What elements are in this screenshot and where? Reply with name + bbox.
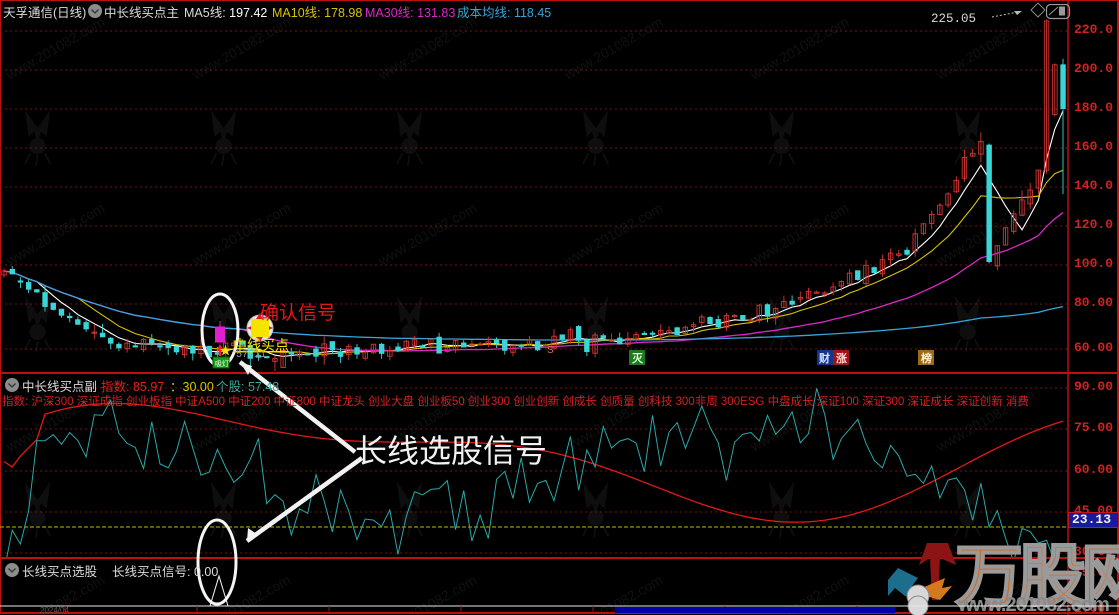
- svg-text:2024/04: 2024/04: [40, 606, 69, 615]
- svg-text:财: 财: [818, 351, 830, 365]
- svg-text:Ŝ: Ŝ: [547, 343, 554, 356]
- svg-text:225.05: 225.05: [931, 12, 976, 26]
- svg-text:确认信号: 确认信号: [260, 302, 336, 324]
- svg-text:吸灯: 吸灯: [215, 359, 229, 368]
- svg-text:涨: 涨: [836, 351, 847, 365]
- svg-text:57.11: 57.11: [236, 350, 266, 361]
- svg-text:灭: 灭: [631, 352, 644, 365]
- svg-text:榜: 榜: [921, 351, 932, 365]
